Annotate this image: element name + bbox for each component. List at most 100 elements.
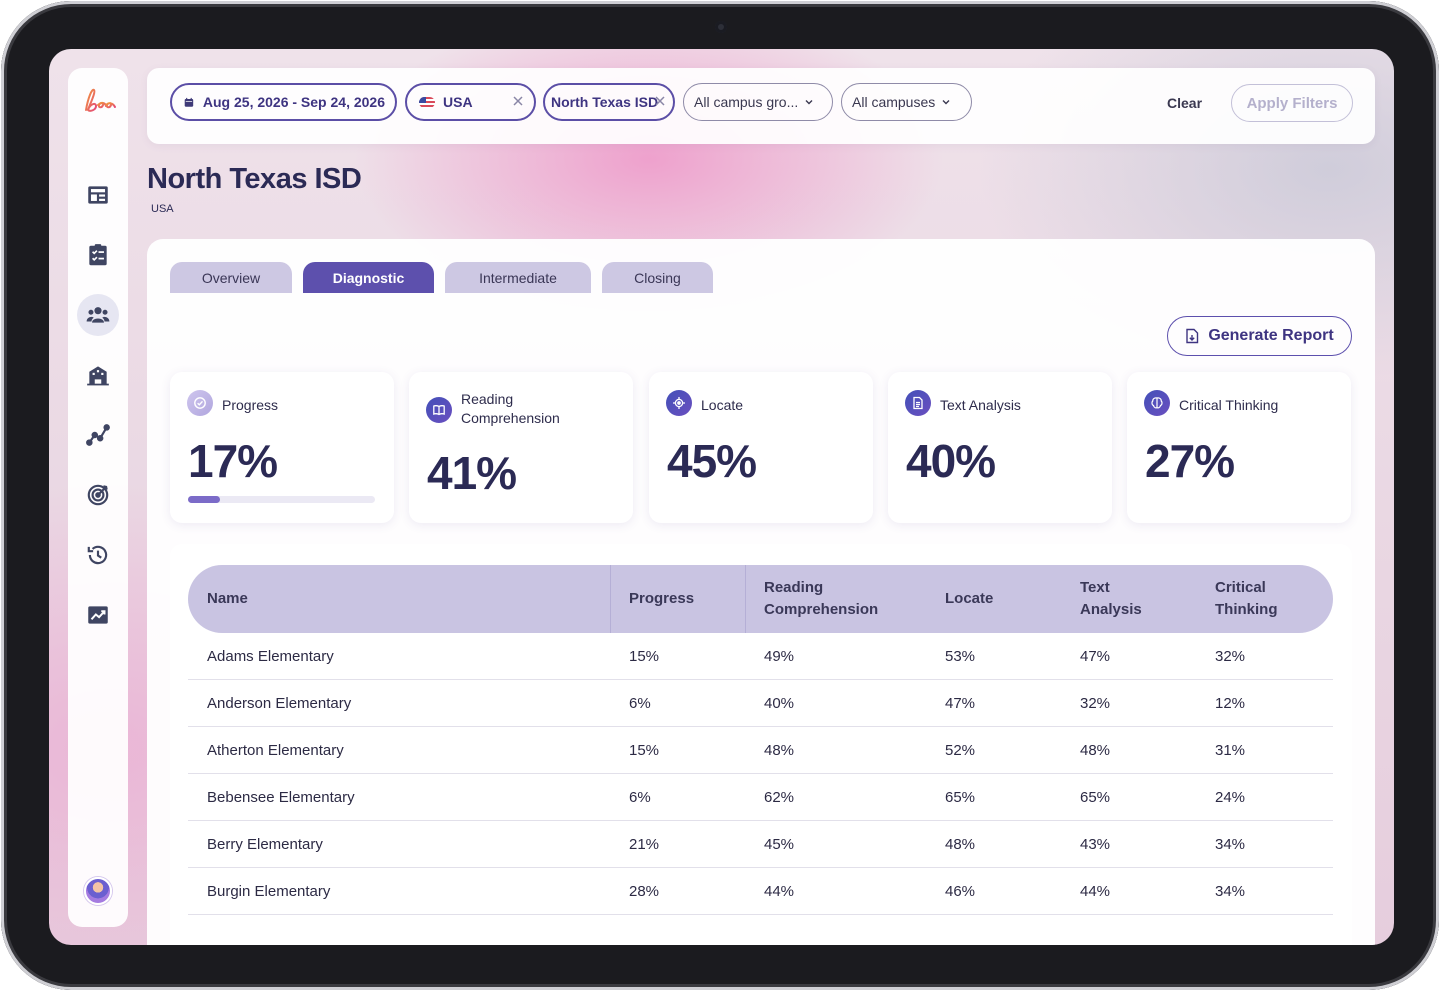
page-title: North Texas ISD bbox=[147, 163, 362, 195]
stat-label: Reading Comprehension bbox=[461, 391, 560, 426]
nav-goals[interactable] bbox=[77, 474, 119, 516]
nav-assignments[interactable] bbox=[77, 234, 119, 276]
tab-closing[interactable]: Closing bbox=[602, 262, 713, 293]
table-row[interactable]: Bebensee Elementary 6% 62% 65% 65% 24% bbox=[188, 774, 1333, 821]
cell-reading-comprehension: 62% bbox=[764, 789, 795, 806]
table-row[interactable]: Berry Elementary 21% 45% 48% 43% 34% bbox=[188, 821, 1333, 868]
nav-history[interactable] bbox=[77, 534, 119, 576]
progress-bar bbox=[188, 496, 375, 503]
cell-text-analysis: 44% bbox=[1080, 883, 1111, 900]
column-header-text-analysis[interactable]: Text Analysis bbox=[1080, 579, 1142, 618]
stat-card-locate: Locate 45% bbox=[649, 372, 873, 523]
campus-group-select[interactable]: All campus gro... bbox=[683, 83, 833, 121]
locate-icon bbox=[666, 390, 692, 416]
tab-intermediate[interactable]: Intermediate bbox=[445, 262, 591, 293]
stat-label: Text Analysis bbox=[940, 397, 1021, 413]
usa-flag-icon bbox=[419, 96, 435, 108]
cell-progress: 6% bbox=[629, 789, 651, 806]
campuses-text: All campuses bbox=[852, 94, 936, 110]
cell-name: Berry Elementary bbox=[207, 836, 323, 853]
generate-report-label: Generate Report bbox=[1208, 327, 1334, 344]
nav-districts[interactable] bbox=[77, 294, 119, 336]
document-icon bbox=[905, 390, 931, 416]
tab-overview[interactable]: Overview bbox=[170, 262, 292, 293]
book-icon bbox=[426, 397, 452, 423]
cell-text-analysis: 32% bbox=[1080, 695, 1111, 712]
cell-locate: 48% bbox=[945, 836, 976, 853]
stat-label: Critical Thinking bbox=[1179, 397, 1279, 413]
cell-name: Anderson Elementary bbox=[207, 695, 352, 712]
cell-progress: 28% bbox=[629, 883, 660, 900]
cell-text-analysis: 65% bbox=[1080, 789, 1111, 806]
cell-progress: 15% bbox=[629, 742, 660, 759]
column-header-name[interactable]: Name bbox=[207, 590, 248, 607]
stat-value: 45% bbox=[667, 435, 757, 487]
nav-reports[interactable] bbox=[77, 594, 119, 636]
column-header-reading-comprehension[interactable]: Reading Comprehension bbox=[764, 579, 879, 618]
table-row[interactable]: Atherton Elementary 15% 48% 52% 48% 31% bbox=[188, 727, 1333, 774]
apply-filters-button[interactable]: Apply Filters bbox=[1231, 84, 1353, 122]
cell-text-analysis: 48% bbox=[1080, 742, 1111, 759]
cell-name: Atherton Elementary bbox=[207, 742, 344, 759]
cell-locate: 53% bbox=[945, 648, 976, 665]
cell-name: Adams Elementary bbox=[207, 648, 334, 665]
cell-progress: 6% bbox=[629, 695, 651, 712]
table-row[interactable]: Burgin Elementary 28% 44% 46% 44% 34% bbox=[188, 868, 1333, 915]
cell-progress: 21% bbox=[629, 836, 660, 853]
cell-locate: 46% bbox=[945, 883, 976, 900]
cell-critical-thinking: 34% bbox=[1215, 836, 1246, 853]
stat-card-text-analysis: Text Analysis 40% bbox=[888, 372, 1112, 523]
calendar-icon bbox=[184, 97, 194, 107]
stat-value: 27% bbox=[1145, 435, 1235, 487]
campuses-select[interactable]: All campuses bbox=[841, 83, 972, 121]
close-icon[interactable] bbox=[653, 94, 667, 108]
file-download-icon bbox=[1186, 328, 1199, 344]
cell-text-analysis: 43% bbox=[1080, 836, 1111, 853]
chevron-down-icon bbox=[805, 100, 813, 105]
district-filter[interactable]: North Texas ISD bbox=[543, 83, 675, 121]
column-header-progress[interactable]: Progress bbox=[629, 590, 695, 607]
column-divider bbox=[610, 565, 611, 633]
user-avatar[interactable] bbox=[84, 877, 112, 905]
school-building-icon bbox=[87, 366, 109, 386]
generate-report-button[interactable]: Generate Report bbox=[1167, 316, 1352, 356]
campus-group-text: All campus gro... bbox=[694, 94, 799, 110]
cell-critical-thinking: 32% bbox=[1215, 648, 1246, 665]
table-header: Name Progress Reading Comprehension Loca… bbox=[188, 565, 1333, 633]
nav-schools[interactable] bbox=[77, 354, 119, 396]
cell-critical-thinking: 12% bbox=[1215, 695, 1246, 712]
column-header-critical-thinking[interactable]: Critical Thinking bbox=[1215, 579, 1278, 618]
cell-reading-comprehension: 48% bbox=[764, 742, 795, 759]
stat-label: Progress bbox=[222, 397, 279, 413]
district-text: North Texas ISD bbox=[551, 94, 659, 110]
table-row[interactable]: Anderson Elementary 6% 40% 47% 32% 12% bbox=[188, 680, 1333, 727]
nav-analytics[interactable] bbox=[77, 414, 119, 456]
main-card: Overview Diagnostic Intermediate Closing… bbox=[147, 239, 1375, 945]
sidebar bbox=[68, 68, 128, 927]
tab-diagnostic[interactable]: Diagnostic bbox=[303, 262, 434, 293]
camera-dot bbox=[715, 21, 727, 33]
stat-value: 17% bbox=[188, 435, 278, 487]
cell-name: Burgin Elementary bbox=[207, 883, 331, 900]
stat-card-reading-comprehension: Reading Comprehension 41% bbox=[409, 372, 633, 523]
column-header-locate[interactable]: Locate bbox=[945, 590, 994, 607]
brain-icon bbox=[1144, 390, 1170, 416]
date-range-filter[interactable]: Aug 25, 2026 - Sep 24, 2026 bbox=[170, 83, 397, 121]
cell-critical-thinking: 31% bbox=[1215, 742, 1246, 759]
bee-logo[interactable] bbox=[78, 80, 118, 120]
dashboard-icon bbox=[88, 186, 108, 204]
stat-card-critical-thinking: Critical Thinking 27% bbox=[1127, 372, 1351, 523]
cell-locate: 52% bbox=[945, 742, 976, 759]
date-range-text: Aug 25, 2026 - Sep 24, 2026 bbox=[202, 94, 385, 110]
stat-card-progress: Progress 17% bbox=[170, 372, 394, 523]
cell-name: Bebensee Elementary bbox=[207, 789, 355, 806]
target-icon bbox=[87, 484, 109, 506]
clear-filters-button[interactable]: Clear bbox=[1167, 95, 1203, 111]
trend-report-icon bbox=[88, 606, 108, 624]
country-filter[interactable]: USA bbox=[405, 83, 536, 121]
nav-dashboard[interactable] bbox=[77, 174, 119, 216]
close-icon[interactable] bbox=[511, 94, 525, 108]
history-icon bbox=[87, 545, 108, 565]
app-screen: Aug 25, 2026 - Sep 24, 2026 USA North Te… bbox=[49, 49, 1394, 945]
table-row[interactable]: Adams Elementary 15% 49% 53% 47% 32% bbox=[188, 633, 1333, 680]
